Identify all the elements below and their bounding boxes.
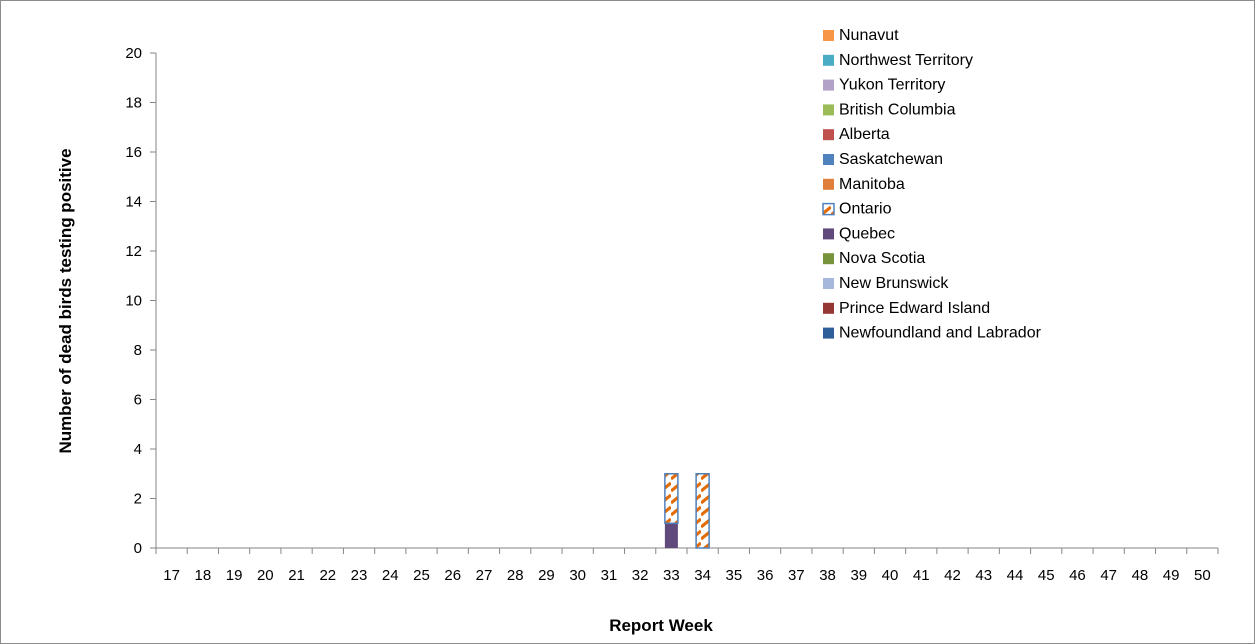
x-tick-label: 39 xyxy=(850,567,867,584)
x-tick-label: 26 xyxy=(444,567,461,584)
x-tick-label: 34 xyxy=(694,567,711,584)
legend-label: Prince Edward Island xyxy=(839,300,990,317)
x-tick-label: 22 xyxy=(319,567,336,584)
x-tick-label: 20 xyxy=(257,567,274,584)
legend-swatch xyxy=(823,278,834,289)
y-tick-label: 6 xyxy=(134,392,142,409)
y-tick-label: 0 xyxy=(134,540,142,557)
x-tick-label: 19 xyxy=(226,567,243,584)
x-tick-label: 35 xyxy=(726,567,743,584)
legend-label: Ontario xyxy=(839,201,892,218)
y-tick-label: 8 xyxy=(134,342,142,359)
x-tick-label: 37 xyxy=(788,567,805,584)
x-tick-label: 28 xyxy=(507,567,524,584)
legend-swatch xyxy=(823,302,834,314)
x-tick-label: 32 xyxy=(632,567,649,584)
x-tick-label: 41 xyxy=(913,567,930,584)
x-tick-label: 23 xyxy=(351,567,368,584)
y-axis: 0 2 4 6 8 10 12 14 16 18 20 xyxy=(125,45,157,557)
x-tick-label: 44 xyxy=(1007,567,1024,584)
x-tick-label: 40 xyxy=(882,567,899,584)
legend-label: Newfoundland and Labrador xyxy=(839,325,1042,342)
legend-swatch xyxy=(823,30,834,41)
legend-swatch xyxy=(823,79,834,91)
legend-label: Alberta xyxy=(839,126,890,143)
x-tick-label: 33 xyxy=(663,567,680,584)
x-tick-label: 21 xyxy=(288,567,305,584)
x-tick-label: 49 xyxy=(1163,567,1180,584)
legend-swatch xyxy=(823,154,834,165)
x-tick-label: 29 xyxy=(538,567,555,584)
x-axis-title: Report Week xyxy=(609,616,713,635)
bars xyxy=(664,473,710,549)
y-tick-label: 14 xyxy=(125,194,142,211)
bar-ontario-week-33 xyxy=(664,473,679,524)
x-axis: 17 18 19 20 21 22 23 24 25 26 27 28 29 30 31 32 33 34 35 36… xyxy=(155,547,1219,584)
legend-label: New Brunswick xyxy=(839,275,949,292)
x-tick-label: 25 xyxy=(413,567,430,584)
x-tick-label: 47 xyxy=(1100,567,1117,584)
x-tick-label: 18 xyxy=(195,567,212,584)
legend-swatch xyxy=(823,54,834,66)
x-tick-label: 50 xyxy=(1194,567,1211,584)
bar-ontario-week-34 xyxy=(695,473,710,549)
legend: Nunavut Northwest Territory Yukon Territor… xyxy=(822,27,1042,342)
legend-label: Quebec xyxy=(839,225,895,242)
x-tick-label: 42 xyxy=(944,567,961,584)
x-tick-label: 38 xyxy=(819,567,836,584)
x-tick-label: 46 xyxy=(1069,567,1086,584)
x-tick-label: 27 xyxy=(476,567,493,584)
y-tick-label: 12 xyxy=(125,243,142,260)
legend-label: Saskatchewan xyxy=(839,151,943,168)
legend-label: Nova Scotia xyxy=(839,250,925,267)
x-tick-label: 31 xyxy=(601,567,618,584)
x-tick-label: 24 xyxy=(382,567,399,584)
legend-swatch xyxy=(823,104,834,116)
y-axis-title: Number of dead birds testing positive xyxy=(56,148,75,453)
legend-label: Manitoba xyxy=(839,176,905,193)
legend-swatch xyxy=(823,178,834,190)
y-tick-label: 18 xyxy=(125,95,142,112)
y-tick-label: 4 xyxy=(134,441,142,458)
y-tick-label: 16 xyxy=(125,144,142,161)
legend-swatch xyxy=(823,253,834,265)
legend-swatch xyxy=(823,327,834,339)
y-tick-label: 20 xyxy=(125,45,142,62)
legend-swatch xyxy=(823,129,834,141)
legend-label: Yukon Territory xyxy=(839,77,945,94)
x-tick-label: 30 xyxy=(569,567,586,584)
legend-swatch xyxy=(822,202,835,216)
legend-label: Northwest Territory xyxy=(839,52,973,69)
x-tick-label: 43 xyxy=(975,567,992,584)
legend-label: Nunavut xyxy=(839,27,899,44)
y-tick-label: 2 xyxy=(134,491,142,508)
legend-label: British Columbia xyxy=(839,101,956,118)
y-tick-label: 10 xyxy=(125,293,142,310)
bar-quebec-week-33 xyxy=(664,523,678,548)
legend-swatch xyxy=(823,228,834,240)
x-tick-label: 36 xyxy=(757,567,774,584)
x-tick-label: 48 xyxy=(1132,567,1149,584)
x-tick-label: 45 xyxy=(1038,567,1055,584)
x-tick-label: 17 xyxy=(163,567,180,584)
